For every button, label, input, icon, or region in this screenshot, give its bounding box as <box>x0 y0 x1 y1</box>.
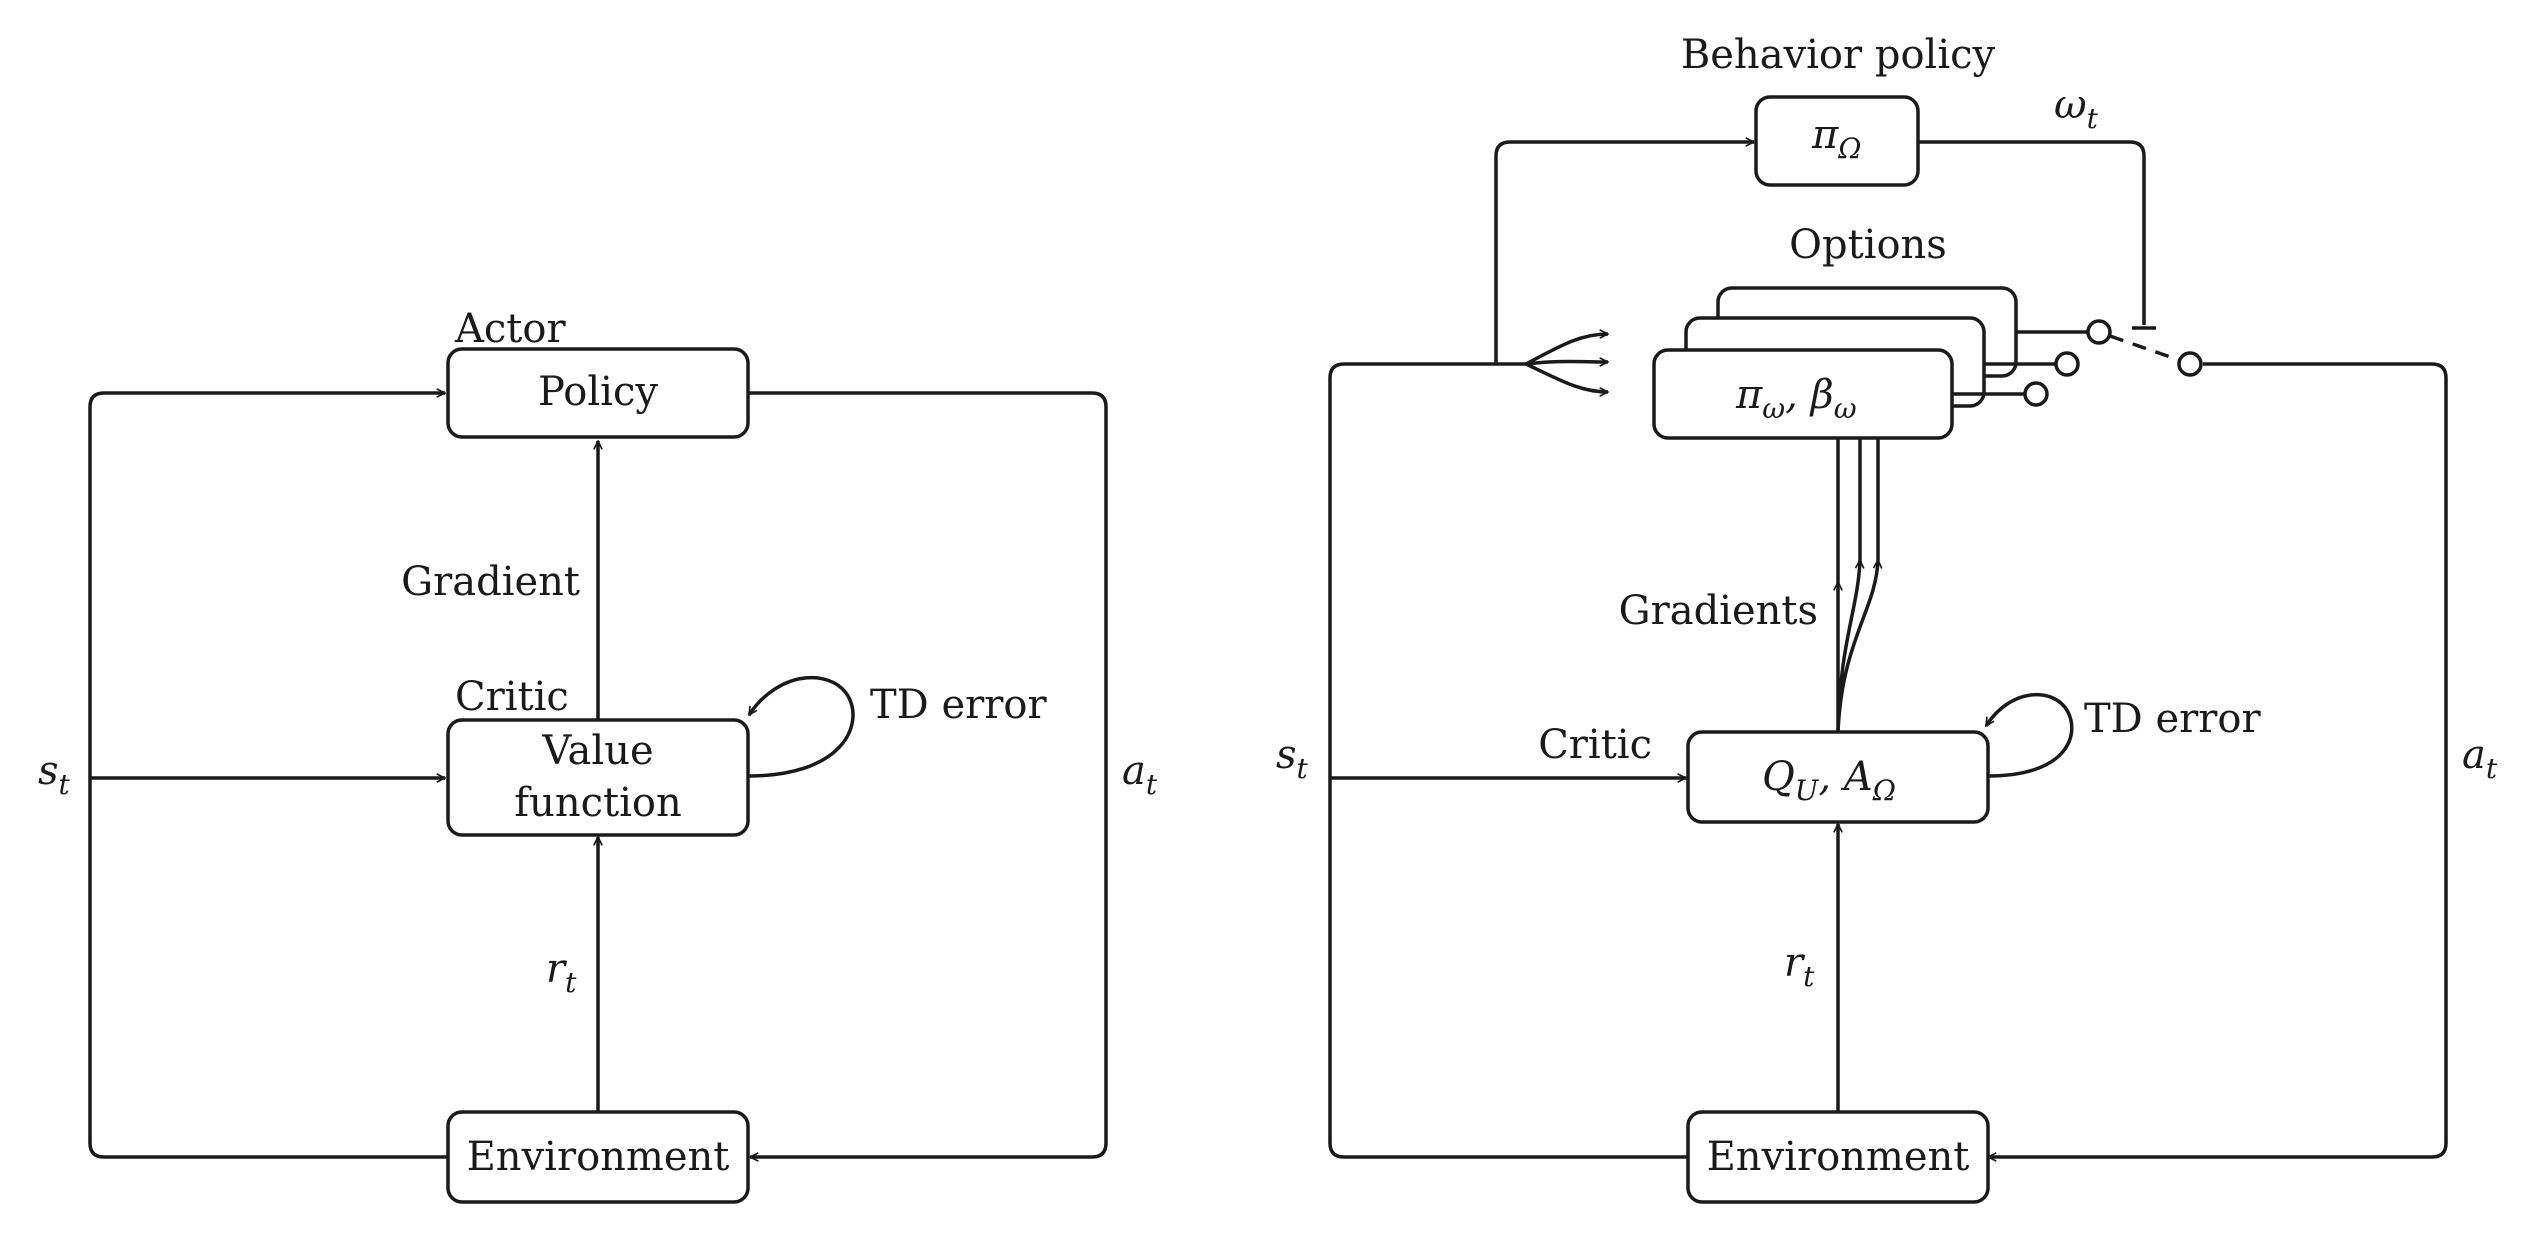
right-critic-label: Critic <box>1538 722 1652 768</box>
right-state-loop-wire <box>1328 362 1688 1159</box>
left-policy-label: Policy <box>538 369 658 415</box>
left-gradient-label: Gradient <box>401 559 580 605</box>
right-critic-value-label: QU, AΩ <box>1762 754 1896 807</box>
left-reward-label: rt <box>546 946 577 999</box>
left-value-line2: function <box>514 780 681 826</box>
right-behavior-policy-label: Behavior policy <box>1681 32 1996 78</box>
right-action-loop-wire <box>1988 362 2448 1157</box>
left-state-loop-wire <box>88 393 448 1159</box>
right-environment-box <box>1686 1110 1990 1204</box>
left-action-label: at <box>1122 748 1158 801</box>
left-actor-label: Actor <box>454 306 566 352</box>
right-option-fan-top <box>1525 334 1608 366</box>
right-option-critic-diagram: Behavior policy πΩ ωt Options πω, βω Gra… <box>1276 32 2498 1204</box>
right-gradient-wire-3 <box>1836 560 1878 733</box>
right-omega-wire <box>1918 140 2146 325</box>
right-td-error-label: TD error <box>2084 696 2261 742</box>
right-switch-contact-top <box>2086 319 2112 345</box>
left-environment-label: Environment <box>467 1134 730 1180</box>
right-state-label: st <box>1276 732 1309 785</box>
right-switch-contact-mid <box>2054 351 2080 377</box>
left-state-label: st <box>38 748 71 801</box>
right-switch-output-contact <box>2177 351 2203 377</box>
right-gradients-label: Gradients <box>1619 588 1818 634</box>
right-option-fan-bot <box>1525 362 1608 392</box>
right-reward-label: rt <box>1784 940 1815 993</box>
left-policy-box <box>446 347 750 439</box>
left-value-function-box <box>446 718 750 837</box>
right-environment-label: Environment <box>1707 1134 1970 1180</box>
right-behavior-policy-box <box>1754 95 1920 187</box>
left-action-loop-wire <box>748 391 1108 1157</box>
right-omega-t-label: ωt <box>2054 82 2099 135</box>
right-state-to-behavior-wire <box>1494 142 1754 364</box>
right-critic-box <box>1686 730 1990 824</box>
right-switch-blade <box>2109 334 2180 362</box>
right-option-fan-mid <box>1525 362 1608 365</box>
right-pi-omega-cap-label: πΩ <box>1811 112 1862 165</box>
left-actor-critic-diagram: Actor Policy Gradient Critic Value funct… <box>38 306 1158 1204</box>
right-options-label: Options <box>1789 222 1947 268</box>
right-switch-contact-bot <box>2023 381 2049 407</box>
left-td-error-label: TD error <box>870 682 1047 728</box>
left-critic-label: Critic <box>455 674 569 720</box>
right-td-error-loop <box>1984 692 2074 778</box>
right-option-policy-label: πω, βω <box>1735 372 1857 425</box>
right-action-label: at <box>2462 732 2498 785</box>
left-td-error-loop <box>747 675 855 778</box>
left-value-line1: Value <box>541 728 653 774</box>
left-environment-box <box>446 1110 750 1204</box>
